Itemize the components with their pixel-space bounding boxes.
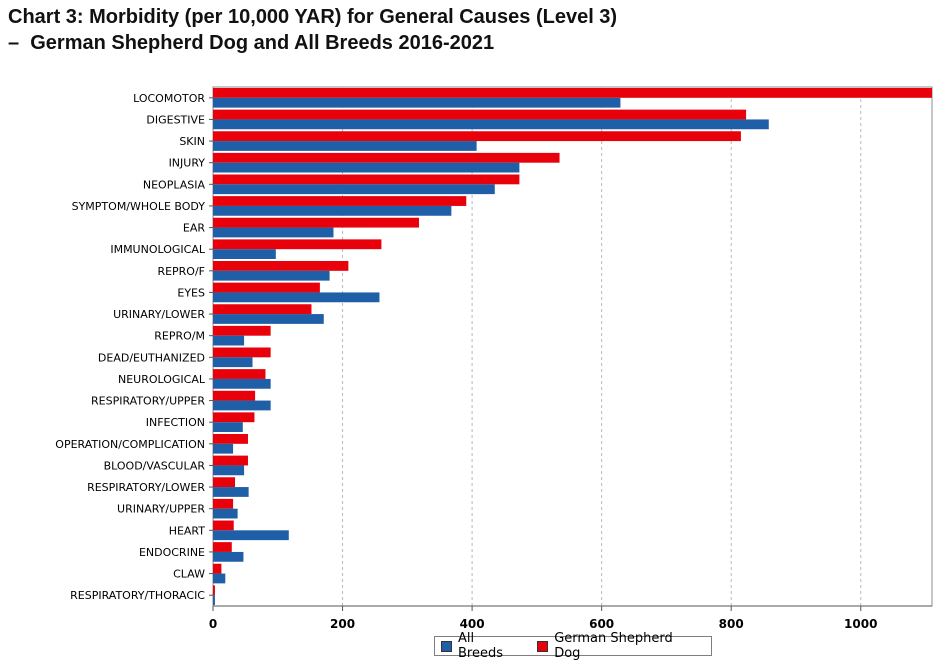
category-label: ENDOCRINE [139,546,205,559]
x-tick-label: 1000 [844,617,877,631]
legend-label-all-breeds: All Breeds [458,631,503,661]
category-label: HEART [169,524,206,537]
bar-german-shepherd-dog [213,239,382,250]
category-label: REPRO/M [154,330,205,343]
bar-german-shepherd-dog [213,412,255,423]
x-tick-label: 600 [589,617,614,631]
bar-all-breeds [213,141,477,151]
bar-all-breeds [213,162,520,173]
category-label: INFECTION [146,416,205,429]
bar-all-breeds [213,443,234,454]
category-label: CLAW [173,568,205,581]
bar-all-breeds [213,595,215,605]
category-label: DIGESTIVE [146,113,205,126]
category-label: RESPIRATORY/LOWER [87,481,205,494]
chart-legend: All Breeds German Shepherd Dog [434,631,712,661]
bar-all-breeds [213,530,289,541]
bar-all-breeds [213,335,245,346]
bar-german-shepherd-dog [213,109,747,120]
bar-german-shepherd-dog [213,217,419,228]
category-label: URINARY/UPPER [117,503,205,516]
bar-german-shepherd-dog [213,282,320,293]
category-label: INJURY [169,157,206,170]
x-tick-label: 0 [209,617,217,631]
category-label: REPRO/F [157,265,205,278]
bar-all-breeds [213,551,244,562]
bar-german-shepherd-dog [213,542,232,552]
category-label: EAR [183,222,205,235]
bar-all-breeds [213,465,245,476]
bar-german-shepherd-dog [213,434,248,444]
bar-all-breeds [213,400,271,411]
bar-german-shepherd-dog [213,498,234,509]
plot-area [212,86,933,607]
title-line-1: Chart 3: Morbidity (per 10,000 YAR) for … [8,6,618,28]
bar-all-breeds [213,184,495,195]
bar-german-shepherd-dog [213,585,215,596]
legend-item-all-breeds: All Breeds [441,631,523,661]
bar-all-breeds [213,292,380,303]
bar-all-breeds [213,487,249,497]
category-label: IMMUNOLOGICAL [110,243,206,256]
bar-german-shepherd-dog [213,174,520,185]
category-label: URINARY/LOWER [113,308,205,321]
category-label: SYMPTOM/WHOLE BODY [72,200,206,213]
bar-all-breeds [213,573,226,584]
bar-german-shepherd-dog [213,325,271,336]
bar-all-breeds [213,97,621,108]
category-label: NEUROLOGICAL [118,373,206,386]
bar-german-shepherd-dog [213,196,467,206]
bar-all-breeds [213,205,452,216]
bar-german-shepherd-dog [213,261,349,271]
x-tick-label: 400 [460,617,485,631]
bar-all-breeds [213,249,276,259]
category-label: OPERATION/COMPLICATION [55,438,205,451]
category-label: DEAD/EUTHANIZED [98,351,205,364]
legend-item-german-shepherd-dog: German Shepherd Dog [537,631,703,661]
bar-german-shepherd-dog [213,369,266,379]
bar-all-breeds [213,119,769,130]
bar-all-breeds [213,422,243,432]
bar-all-breeds [213,270,330,281]
bar-all-breeds [213,227,334,238]
bar-all-breeds [213,357,253,368]
category-label: EYES [177,286,205,299]
title-line-2: – German Shepherd Dog and All Breeds 201… [8,32,495,54]
category-label: LOCOMOTOR [133,92,205,105]
x-tick-label: 200 [330,617,355,631]
legend-label-german-shepherd-dog: German Shepherd Dog [554,631,673,661]
bar-german-shepherd-dog [213,390,256,401]
bar-german-shepherd-dog [213,563,222,574]
bar-german-shepherd-dog [213,131,741,142]
category-label: NEOPLASIA [143,178,206,191]
bar-german-shepherd-dog [213,477,236,488]
category-label: RESPIRATORY/UPPER [91,395,205,408]
bar-all-breeds [213,508,238,519]
bar-all-breeds [213,314,324,324]
bar-german-shepherd-dog [213,455,248,466]
chart-title: Chart 3: Morbidity (per 10,000 YAR) for … [8,4,617,56]
bar-all-breeds [213,378,271,389]
bar-german-shepherd-dog [213,347,271,358]
bar-german-shepherd-dog [213,520,234,531]
legend-swatch-all-breeds [441,640,452,652]
legend-swatch-german-shepherd-dog [537,640,549,652]
bar-german-shepherd-dog [213,304,312,315]
bar-german-shepherd-dog [213,88,932,98]
category-label: BLOOD/VASCULAR [104,459,206,472]
x-tick-label: 800 [719,617,744,631]
category-label: SKIN [179,135,205,148]
category-label: RESPIRATORY/THORACIC [70,589,205,602]
bar-german-shepherd-dog [213,152,560,163]
